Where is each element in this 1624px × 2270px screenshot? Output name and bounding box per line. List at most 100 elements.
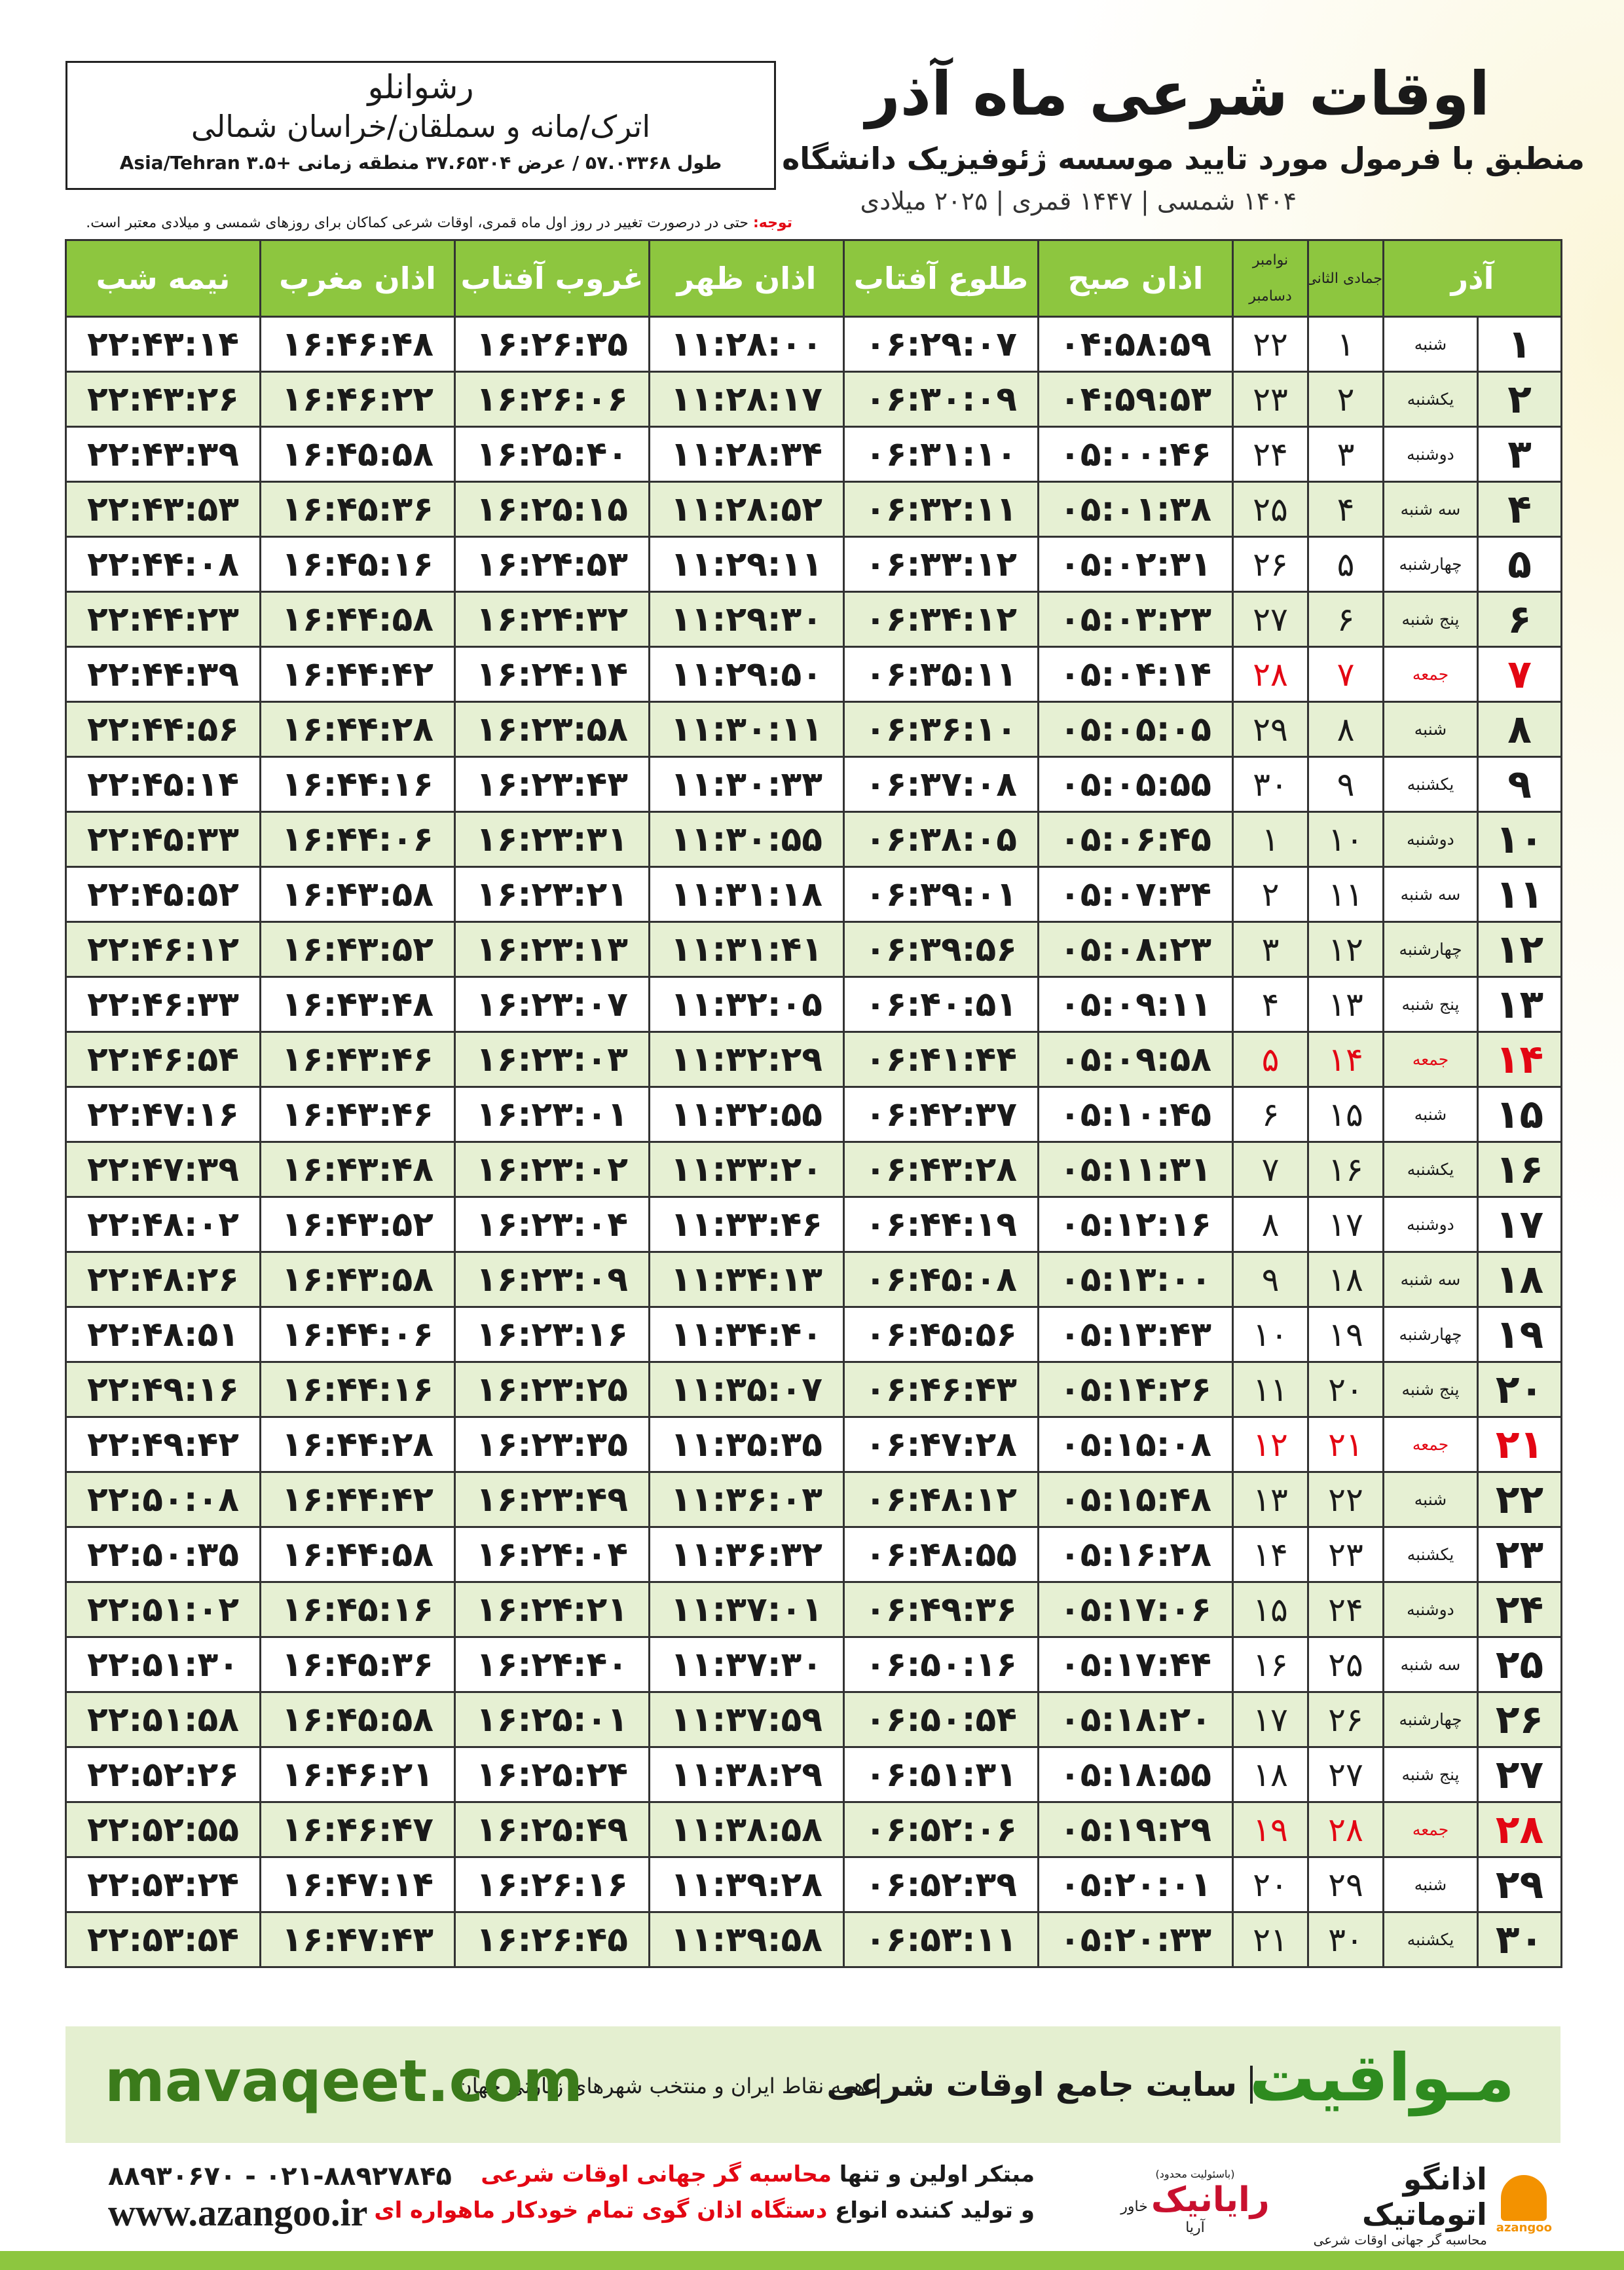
time: ۰۶:۵۱:۳۱ <box>843 1746 1039 1803</box>
day: ۲۶ <box>1477 1691 1563 1748</box>
day: ۶ <box>1477 591 1563 648</box>
time: ۲۲:۴۸:۰۲ <box>65 1196 261 1253</box>
greg-day: ۱۳ <box>1232 1471 1309 1528</box>
time: ۱۱:۲۹:۱۱ <box>648 536 845 593</box>
time: ۱۱:۳۳:۲۰ <box>648 1141 845 1198</box>
time: ۰۶:۴۵:۰۸ <box>843 1251 1039 1308</box>
time: ۰۶:۳۰:۰۹ <box>843 371 1039 428</box>
day: ۱۸ <box>1477 1251 1563 1308</box>
weekday: پنج شنبه <box>1382 1361 1479 1418</box>
time: ۱۶:۴۴:۴۲ <box>259 1471 456 1528</box>
greg-day: ۱۷ <box>1232 1691 1309 1748</box>
time: ۲۲:۴۶:۵۴ <box>65 1031 261 1088</box>
banner: مـواقیت سایت جامع اوقات شرعی همه نقاط ای… <box>65 2026 1560 2143</box>
weekday: یکشنبه <box>1382 1526 1479 1583</box>
hijri-day: ۴ <box>1307 481 1384 538</box>
time: ۰۵:۰۴:۱۴ <box>1037 646 1234 703</box>
hijri-day: ۱۰ <box>1307 811 1384 868</box>
weekday: پنج شنبه <box>1382 1746 1479 1803</box>
hijri-day: ۱۷ <box>1307 1196 1384 1253</box>
greg-day: ۲۱ <box>1232 1911 1309 1968</box>
time: ۱۱:۲۹:۵۰ <box>648 646 845 703</box>
table-row: ۱۳ پنج شنبه ۱۳ ۴ ۰۵:۰۹:۱۱ ۰۶:۴۰:۵۱ ۱۱:۳۲:۰۵ ۱۶:… <box>65 976 1563 1033</box>
time: ۰۶:۴۴:۱۹ <box>843 1196 1039 1253</box>
table-row: ۶ پنج شنبه ۶ ۲۷ ۰۵:۰۳:۲۳ ۰۶:۳۴:۱۲ ۱۱:۲۹:۳۰ ۱۶:۲… <box>65 591 1563 648</box>
hijri-day: ۱۴ <box>1307 1031 1384 1088</box>
time: ۲۲:۴۳:۲۶ <box>65 371 261 428</box>
time: ۰۶:۳۴:۱۲ <box>843 591 1039 648</box>
hijri-day: ۱۲ <box>1307 921 1384 978</box>
subtitle: منطبق با فرمول مورد تایید موسسه ژئوفیزیک… <box>685 141 1585 176</box>
time: ۱۶:۲۳:۴۹ <box>454 1471 650 1528</box>
hijri-day: ۹ <box>1307 756 1384 813</box>
time: ۰۵:۰۵:۵۵ <box>1037 756 1234 813</box>
weekday: یکشنبه <box>1382 1141 1479 1198</box>
time: ۰۵:۰۶:۴۵ <box>1037 811 1234 868</box>
time: ۰۶:۳۹:۰۱ <box>843 866 1039 923</box>
table-row: ۲۴ دوشنبه ۲۴ ۱۵ ۰۵:۱۷:۰۶ ۰۶:۴۹:۳۶ ۱۱:۳۷:۰۱ ۱۶:۲… <box>65 1581 1563 1638</box>
time: ۰۶:۵۲:۰۶ <box>843 1801 1039 1858</box>
weekday: چهارشنبه <box>1382 1691 1479 1748</box>
time: ۲۲:۵۰:۳۵ <box>65 1526 261 1583</box>
time: ۱۱:۳۶:۰۳ <box>648 1471 845 1528</box>
time: ۰۶:۴۳:۲۸ <box>843 1141 1039 1198</box>
logo-name: اذانگو اتوماتیک <box>1362 2161 1487 2232</box>
table-row: ۲۱ جمعه ۲۱ ۱۲ ۰۵:۱۵:۰۸ ۰۶:۴۷:۲۸ ۱۱:۳۵:۳۵ ۱۶:۲۳:… <box>65 1416 1563 1473</box>
month-header: آذر <box>1382 239 1563 318</box>
table-row: ۱۴ جمعه ۱۴ ۵ ۰۵:۰۹:۵۸ ۰۶:۴۱:۴۴ ۱۱:۳۲:۲۹ ۱۶:۲۳:۰… <box>65 1031 1563 1088</box>
time: ۱۶:۲۳:۰۹ <box>454 1251 650 1308</box>
greg-day: ۱۵ <box>1232 1581 1309 1638</box>
time: ۰۵:۲۰:۳۳ <box>1037 1911 1234 1968</box>
time: ۲۲:۴۵:۱۴ <box>65 756 261 813</box>
greg-day: ۲ <box>1232 866 1309 923</box>
greg-day: ۲۰ <box>1232 1856 1309 1913</box>
time: ۲۲:۴۸:۲۶ <box>65 1251 261 1308</box>
table-row: ۲۶ چهارشنبه ۲۶ ۱۷ ۰۵:۱۸:۲۰ ۰۶:۵۰:۵۴ ۱۱:۳۷:۵۹ ۱۶… <box>65 1691 1563 1748</box>
table-row: ۱۰ دوشنبه ۱۰ ۱ ۰۵:۰۶:۴۵ ۰۶:۳۸:۰۵ ۱۱:۳۰:۵۵ ۱۶:۲۳… <box>65 811 1563 868</box>
time: ۰۵:۱۸:۲۰ <box>1037 1691 1234 1748</box>
time: ۰۶:۳۷:۰۸ <box>843 756 1039 813</box>
greg-day: ۷ <box>1232 1141 1309 1198</box>
slogan: سایت جامع اوقات شرعی <box>826 2066 1253 2104</box>
weekday: دوشنبه <box>1382 1581 1479 1638</box>
day: ۲۰ <box>1477 1361 1563 1418</box>
time: ۱۶:۲۳:۰۳ <box>454 1031 650 1088</box>
time: ۲۲:۵۳:۲۴ <box>65 1856 261 1913</box>
hijri-day: ۱۶ <box>1307 1141 1384 1198</box>
hijri-day: ۲۱ <box>1307 1416 1384 1473</box>
table-row: ۴ سه شنبه ۴ ۲۵ ۰۵:۰۱:۳۸ ۰۶:۳۲:۱۱ ۱۱:۲۸:۵۲ ۱۶:۲۵… <box>65 481 1563 538</box>
time: ۰۶:۴۱:۴۴ <box>843 1031 1039 1088</box>
day: ۳۰ <box>1477 1911 1563 1968</box>
time: ۰۶:۴۰:۵۱ <box>843 976 1039 1033</box>
time: ۱۱:۳۴:۴۰ <box>648 1306 845 1363</box>
location-coords: طول ۵۷.۰۳۳۶۸ / عرض ۳۷.۶۵۳۰۴ منطقه زمانی … <box>119 152 722 174</box>
logo-icon <box>1501 2174 1547 2221</box>
hijri-day: ۲ <box>1307 371 1384 428</box>
time: ۱۶:۴۳:۵۸ <box>259 1251 456 1308</box>
time: ۰۶:۳۹:۵۶ <box>843 921 1039 978</box>
hijri-day: ۲۰ <box>1307 1361 1384 1418</box>
greg-day: ۱۴ <box>1232 1526 1309 1583</box>
time: ۱۱:۳۹:۵۸ <box>648 1911 845 1968</box>
hijri-day: ۱۵ <box>1307 1086 1384 1143</box>
time: ۱۶:۴۳:۵۲ <box>259 1196 456 1253</box>
weekday: پنج شنبه <box>1382 976 1479 1033</box>
time: ۲۲:۵۱:۵۸ <box>65 1691 261 1748</box>
greg-day: ۱۱ <box>1232 1361 1309 1418</box>
greg-day: ۶ <box>1232 1086 1309 1143</box>
time: ۱۶:۲۴:۳۲ <box>454 591 650 648</box>
time: ۱۶:۲۵:۱۵ <box>454 481 650 538</box>
hijri-day: ۱۹ <box>1307 1306 1384 1363</box>
note: توجه: حتی در درصورت تغییر در روز اول ماه… <box>65 215 792 231</box>
title: اوقات شرعی ماه آذر <box>865 59 1490 129</box>
time: ۰۵:۱۴:۲۶ <box>1037 1361 1234 1418</box>
time: ۱۱:۳۸:۲۹ <box>648 1746 845 1803</box>
day: ۱۵ <box>1477 1086 1563 1143</box>
time: ۰۶:۳۸:۰۵ <box>843 811 1039 868</box>
dates: ۱۴۰۴ شمسی | ۱۴۴۷ قمری | ۲۰۲۵ میلادی <box>860 187 1297 215</box>
time: ۰۶:۵۰:۵۴ <box>843 1691 1039 1748</box>
time: ۲۲:۵۱:۳۰ <box>65 1636 261 1693</box>
time: ۱۶:۴۵:۵۸ <box>259 1691 456 1748</box>
time: ۲۲:۵۲:۲۶ <box>65 1746 261 1803</box>
time: ۱۶:۴۴:۴۲ <box>259 646 456 703</box>
